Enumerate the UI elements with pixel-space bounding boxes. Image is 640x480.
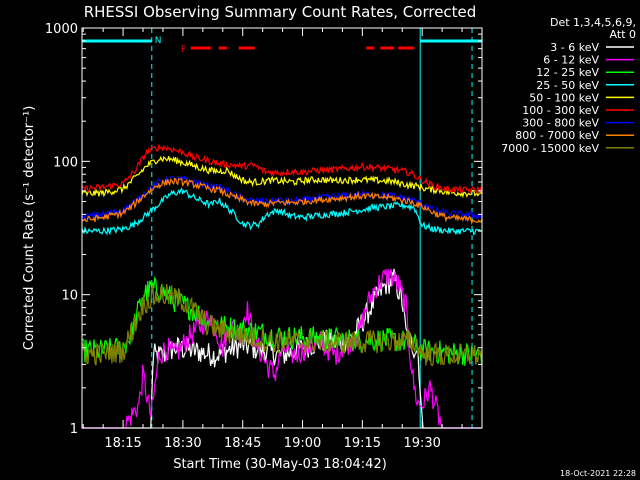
x-tick-label: 18:45 <box>224 436 261 451</box>
legend-label: 300 - 800 keV <box>522 117 599 130</box>
y-tick-label: 10 <box>61 289 78 304</box>
series-line-3 <box>81 187 482 236</box>
series-line-8 <box>81 283 483 367</box>
y-tick-label: 1000 <box>45 22 78 37</box>
series-line-7 <box>81 177 483 225</box>
x-tick-label: 18:15 <box>104 436 141 451</box>
plot-frame <box>81 27 483 429</box>
flag-bars: NF <box>82 28 482 428</box>
flare-flag-label: F <box>181 45 186 55</box>
x-tick-label: 19:15 <box>344 436 381 451</box>
legend-label: 25 - 50 keV <box>536 79 599 92</box>
legend-label: 800 - 7000 keV <box>515 129 599 142</box>
axes: 1 10 100 1000 18:15 18:30 18:45 19:00 19:15 19:30 <box>45 22 483 451</box>
legend-label: 50 - 100 keV <box>529 91 599 104</box>
legend-label: 12 - 25 keV <box>536 66 599 79</box>
legend-label: 6 - 12 keV <box>543 54 599 67</box>
chart-title: RHESSI Observing Summary Count Rates, Co… <box>84 3 477 21</box>
x-axis-label: Start Time (30-May-03 18:04:42) <box>173 457 387 472</box>
legend-header-line1: Det 1,3,4,5,6,9, <box>550 16 636 29</box>
y-tick-label: 100 <box>53 155 78 170</box>
y-axis-label: Corrected Count Rate (s⁻¹ detector⁻¹) <box>22 106 37 351</box>
legend-label: 7000 - 15000 keV <box>501 142 599 155</box>
x-tick-label: 19:00 <box>284 436 321 451</box>
legend-label: 3 - 6 keV <box>550 41 599 54</box>
y-tick-label: 1 <box>70 422 78 437</box>
x-tick-label: 19:30 <box>403 436 440 451</box>
footer-date: 18-Oct-2021 22:28 <box>560 469 636 478</box>
series-line-5 <box>81 144 483 195</box>
series-line-4 <box>81 155 483 199</box>
series-line-2 <box>81 275 483 366</box>
series-line-6 <box>81 175 483 222</box>
legend-header-line2: Att 0 <box>610 28 636 41</box>
legend-label: 100 - 300 keV <box>522 104 599 117</box>
night-flag-label: N <box>155 36 162 46</box>
x-tick-label: 18:30 <box>164 436 201 451</box>
